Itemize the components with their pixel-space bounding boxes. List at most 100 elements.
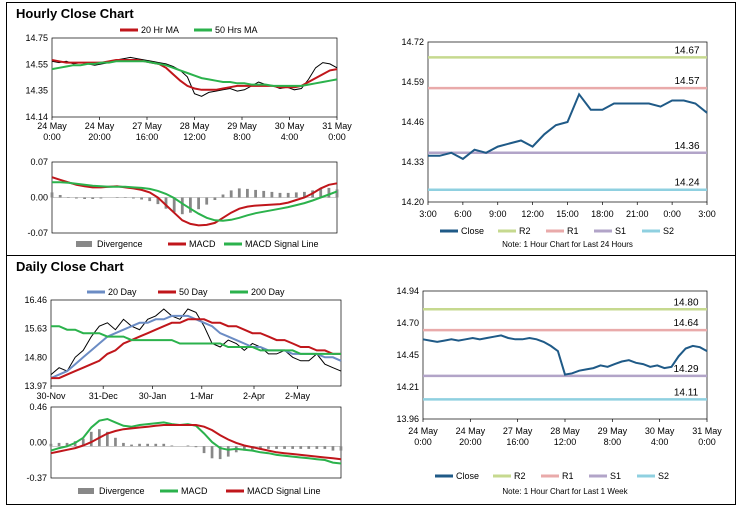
chart-frame	[6, 2, 736, 505]
hourly-pivot-xtick-label: 15:00	[556, 209, 579, 219]
daily-pivot-note: Note: 1 Hour Chart for Last 1 Week	[502, 487, 628, 496]
daily-price-series-20-day	[50, 314, 342, 380]
legend-20-day-label: 20 Day	[108, 287, 137, 297]
hourly-divergence-bar	[294, 192, 298, 198]
daily-divergence-bar	[170, 445, 174, 447]
daily-price-xtick-label: 30-Nov	[36, 391, 66, 401]
hourly-macd-ytick-label: -0.07	[27, 228, 48, 238]
hourly-pivot-ytick-label: 14.20	[401, 197, 424, 207]
daily-pivot-xtick-label: 30 May 4:00	[645, 426, 675, 447]
daily-divergence-bar	[194, 446, 198, 448]
hourly-divergence-bar	[91, 197, 95, 199]
hourly-pivot-level-label-s2: 14.24	[674, 178, 699, 189]
daily-divergence-bar	[291, 446, 294, 449]
hourly-divergence-bar	[172, 197, 176, 213]
daily-divergence-bar	[307, 446, 311, 449]
hourly-divergence-bar	[140, 197, 143, 200]
daily-price-xtick-label: 31-Dec	[89, 391, 119, 401]
daily-macd-ytick-label: -0.37	[26, 473, 47, 483]
legend-hourly-signal-label: MACD Signal Line	[245, 239, 319, 249]
hourly-divergence-bar	[132, 197, 135, 199]
legend-daily-divergence-swatch	[78, 488, 94, 494]
hourly-price-xtick-label: 24 May 20:00	[85, 121, 115, 142]
hourly-price-xtick-label: 31 May 0:00	[322, 121, 352, 142]
daily-pivot-close-line	[422, 334, 708, 376]
hourly-divergence-bar	[50, 192, 54, 198]
daily-pivot-xtick-label: 27 May 16:00	[503, 426, 533, 447]
daily-divergence-bar	[202, 446, 206, 454]
hourly-pivot-xtick-label: 3:00	[698, 209, 716, 219]
hourly-price-xtick-label: 24 May 0:00	[37, 121, 67, 142]
hourly-pivot-level-label-s1: 14.36	[674, 141, 699, 152]
hourly-pivot-xtick-label: 6:00	[454, 209, 472, 219]
hourly-price-ytick-label: 14.14	[25, 112, 48, 122]
daily-divergence-bar	[243, 446, 246, 451]
hourly-pivot-legend-close-label: Close	[461, 226, 484, 236]
hourly-divergence-bar	[99, 197, 103, 199]
daily-divergence-bar	[65, 442, 69, 447]
daily-divergence-bar	[283, 446, 286, 449]
daily-divergence-bar	[146, 443, 149, 447]
daily-divergence-bar	[339, 446, 343, 451]
hourly-pivot-level-label-r1: 14.57	[674, 76, 699, 87]
daily-divergence-bar	[130, 444, 133, 447]
hourly-price-ytick-label: 14.35	[25, 86, 48, 96]
hourly-pivot-ytick-label: 14.72	[401, 37, 424, 47]
daily-pivot-ytick-label: 13.96	[396, 414, 419, 424]
hourly-pivot-xtick-label: 18:00	[591, 209, 614, 219]
hourly-divergence-bar	[286, 192, 290, 198]
daily-divergence-bar	[210, 446, 214, 459]
hourly-divergence-bar	[148, 197, 152, 202]
hourly-divergence-bar	[156, 197, 160, 205]
legend-daily-macd-label: MACD	[181, 486, 208, 496]
legend-200-day-label: 200 Day	[251, 287, 285, 297]
daily-pivot-legend-r2-label: R2	[514, 471, 526, 481]
daily-pivot-legend-r1-label: R1	[562, 471, 574, 481]
hourly-divergence-bar	[197, 197, 200, 210]
hourly-divergence-bar	[278, 192, 282, 198]
daily-divergence-bar	[226, 446, 230, 457]
daily-divergence-bar	[299, 446, 303, 449]
daily-divergence-bar	[138, 443, 141, 447]
daily-price-xtick-label: 1-Mar	[190, 391, 214, 401]
legend-daily-divergence-label: Divergence	[99, 486, 145, 496]
hourly-pivot-close-line	[428, 92, 708, 161]
daily-divergence-bar	[331, 446, 335, 451]
daily-price-series-200-day	[51, 325, 341, 355]
daily-pivot-ytick-label: 14.94	[396, 286, 419, 296]
daily-pivot-xtick-label: 28 May 12:00	[550, 426, 580, 447]
hourly-divergence-bar	[115, 197, 119, 198]
daily-price-xtick-label: 2-May	[285, 391, 311, 401]
hourly-price-xtick-label: 28 May 12:00	[180, 121, 210, 142]
legend-daily-signal-label: MACD Signal Line	[247, 486, 321, 496]
daily-divergence-bar	[315, 446, 319, 449]
hourly-divergence-bar	[123, 197, 127, 198]
hourly-divergence-bar	[254, 189, 257, 198]
daily-section-title: Daily Close Chart	[16, 259, 124, 274]
daily-divergence-bar	[49, 443, 53, 447]
daily-price-plot-area	[50, 299, 342, 387]
hourly-macd-ytick-label: 0.07	[30, 157, 48, 167]
hourly-macd-line	[51, 176, 338, 227]
daily-macd-ytick-label: 0.46	[29, 402, 47, 412]
hourly-pivot-legend-s1-label: S1	[615, 226, 626, 236]
daily-pivot-level-label-r2: 14.80	[673, 297, 698, 308]
hourly-divergence-bar	[335, 189, 339, 198]
daily-price-series-50-day	[51, 318, 341, 380]
hourly-pivot-legend-s2-label: S2	[663, 226, 674, 236]
hourly-macd-ytick-label: 0.00	[30, 193, 48, 203]
hourly-divergence-bar	[213, 197, 217, 200]
hourly-pivot-ytick-label: 14.33	[401, 157, 424, 167]
daily-divergence-bar	[122, 442, 125, 447]
legend-hourly-divergence-swatch	[76, 241, 92, 247]
hourly-pivot-xtick-label: 0:00	[663, 209, 681, 219]
hourly-price-ytick-label: 14.75	[25, 33, 48, 43]
hourly-section-title: Hourly Close Chart	[16, 6, 134, 21]
daily-pivot-xtick-label: 24 May 20:00	[456, 426, 486, 447]
daily-divergence-bar	[89, 431, 93, 447]
hourly-pivot-ytick-label: 14.46	[401, 117, 424, 127]
daily-divergence-bar	[106, 431, 109, 447]
hourly-divergence-bar	[75, 197, 78, 199]
daily-divergence-bar	[57, 442, 61, 447]
hourly-divergence-bar	[262, 190, 266, 198]
